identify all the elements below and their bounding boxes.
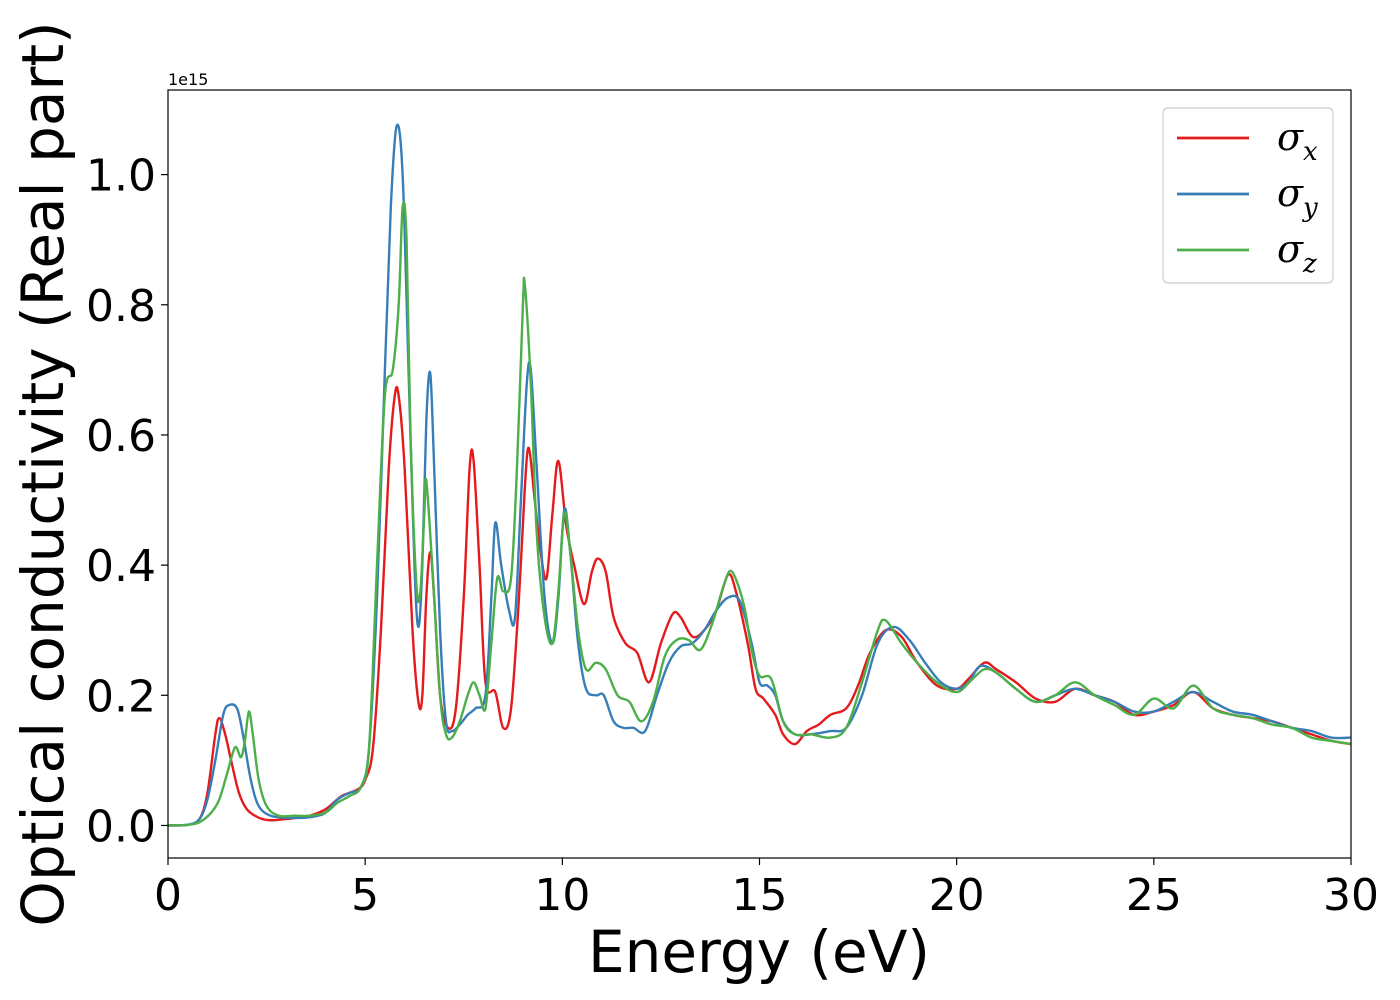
y-tick-label: 0.6: [86, 411, 156, 462]
legend-label-sigma-x: σx: [1277, 115, 1318, 167]
series-layer: [167, 123, 1352, 827]
legend-label-sigma-z: σz: [1277, 227, 1317, 279]
x-tick-label: 30: [1323, 870, 1379, 921]
x-axis: 0 5 10 15 20 25 30: [154, 858, 1379, 921]
y-tick-label: 0.4: [86, 541, 156, 592]
x-tick-label: 20: [929, 870, 985, 921]
x-tick-label: 15: [732, 870, 788, 921]
y-tick-label: 0.0: [86, 801, 156, 852]
x-tick-label: 10: [534, 870, 590, 921]
x-axis-label: Energy (eV): [588, 918, 930, 986]
x-tick-label: 0: [154, 870, 182, 921]
y-axis-label: Optical conductivity (Real part): [9, 21, 77, 926]
series-line-sigma-z: [167, 201, 1352, 827]
y-offset-label: 1e15: [168, 70, 208, 89]
y-tick-label: 1.0: [86, 151, 156, 202]
legend-box: [1162, 107, 1334, 284]
series-line-sigma-x: [167, 385, 1352, 827]
y-tick-label: 0.8: [86, 281, 156, 332]
y-axis: 0.0 0.2 0.4 0.6 0.8 1.0: [86, 151, 168, 852]
y-tick-label: 0.2: [86, 671, 156, 722]
x-tick-label: 25: [1126, 870, 1182, 921]
legend-label-sigma-y: σy: [1277, 171, 1318, 223]
x-tick-label: 5: [351, 870, 379, 921]
